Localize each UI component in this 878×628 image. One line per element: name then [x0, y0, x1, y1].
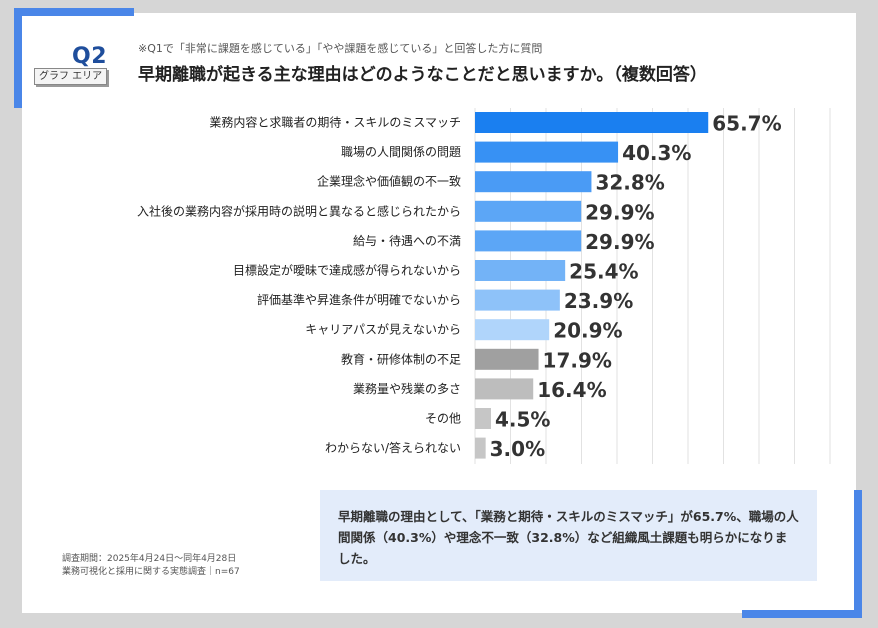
value-label-8: 17.9% [543, 348, 612, 372]
value-label-2: 32.8% [595, 171, 664, 195]
bar-9 [475, 378, 534, 400]
value-label-4: 29.9% [585, 230, 654, 254]
survey-footer: 調査期間：2025年4月24日～同年4月28日 業務可視化と採用に関する実態調査… [62, 553, 240, 579]
question-note: ※Q1で「非常に課題を感じている」「やや課題を感じている」と回答した方に質問 [138, 42, 543, 55]
value-label-3: 29.9% [585, 200, 654, 224]
value-label-1: 40.3% [622, 141, 691, 165]
bar-10 [475, 408, 491, 429]
category-label-1: 職場の人間関係の問題 [341, 145, 461, 159]
accent-top-left [14, 8, 134, 16]
category-label-6: 評価基準や昇進条件が明確でないから [257, 292, 461, 307]
bar-5 [475, 260, 566, 281]
value-label-6: 23.9% [564, 289, 633, 313]
category-label-11: わからない/答えられない [325, 440, 461, 455]
bar-4 [475, 230, 582, 252]
chart-title: 早期離職が起きる主な理由はどのようなことだと思いますか。（複数回答） [138, 65, 707, 85]
category-label-2: 企業理念や価値観の不一致 [317, 174, 461, 189]
summary-box: 早期離職の理由として、「業務と期待・スキルのミスマッチ」が65.7%、職場の人間… [320, 490, 817, 581]
graph-area-tag[interactable]: グラフ エリア [34, 68, 108, 85]
question-number: Q2 [72, 44, 108, 69]
survey-period: 調査期間：2025年4月24日～同年4月28日 [62, 554, 237, 564]
bar-2 [475, 171, 592, 193]
bar-3 [475, 200, 582, 222]
category-label-10: その他 [425, 412, 461, 426]
survey-name: 業務可視化と採用に関する実態調査｜n=67 [62, 567, 240, 577]
category-label-4: 給与・待遇への不満 [353, 234, 461, 248]
bar-0 [475, 112, 709, 133]
category-label-5: 目標設定が曖昧で達成感が得られないから [233, 263, 461, 278]
category-label-8: 教育・研修体制の不足 [341, 351, 461, 366]
value-label-0: 65.7% [712, 112, 781, 136]
category-label-3: 入社後の業務内容が採用時の説明と異なると感じられたから [137, 203, 461, 218]
bar-7 [475, 319, 550, 341]
value-label-9: 16.4% [537, 378, 606, 402]
bar-8 [475, 348, 539, 370]
accent-top-left-vertical [14, 8, 22, 108]
bar-1 [475, 141, 619, 163]
category-label-7: キャリアパスが見えないから [305, 322, 461, 337]
accent-bottom-right [742, 610, 862, 618]
value-label-5: 25.4% [569, 260, 638, 284]
summary-text: 早期離職の理由として、「業務と期待・スキルのミスマッチ」が65.7%、職場の人間… [338, 509, 799, 566]
category-label-0: 業務内容と求職者の期待・スキルのミスマッチ [209, 115, 461, 130]
value-label-11: 3.0% [490, 437, 545, 461]
accent-bottom-right-vertical [854, 490, 862, 618]
value-label-7: 20.9% [553, 319, 622, 343]
value-label-10: 4.5% [495, 408, 550, 432]
category-label-9: 業務量や残業の多さ [353, 382, 461, 396]
bar-6 [475, 289, 560, 311]
bar-11 [475, 437, 486, 459]
